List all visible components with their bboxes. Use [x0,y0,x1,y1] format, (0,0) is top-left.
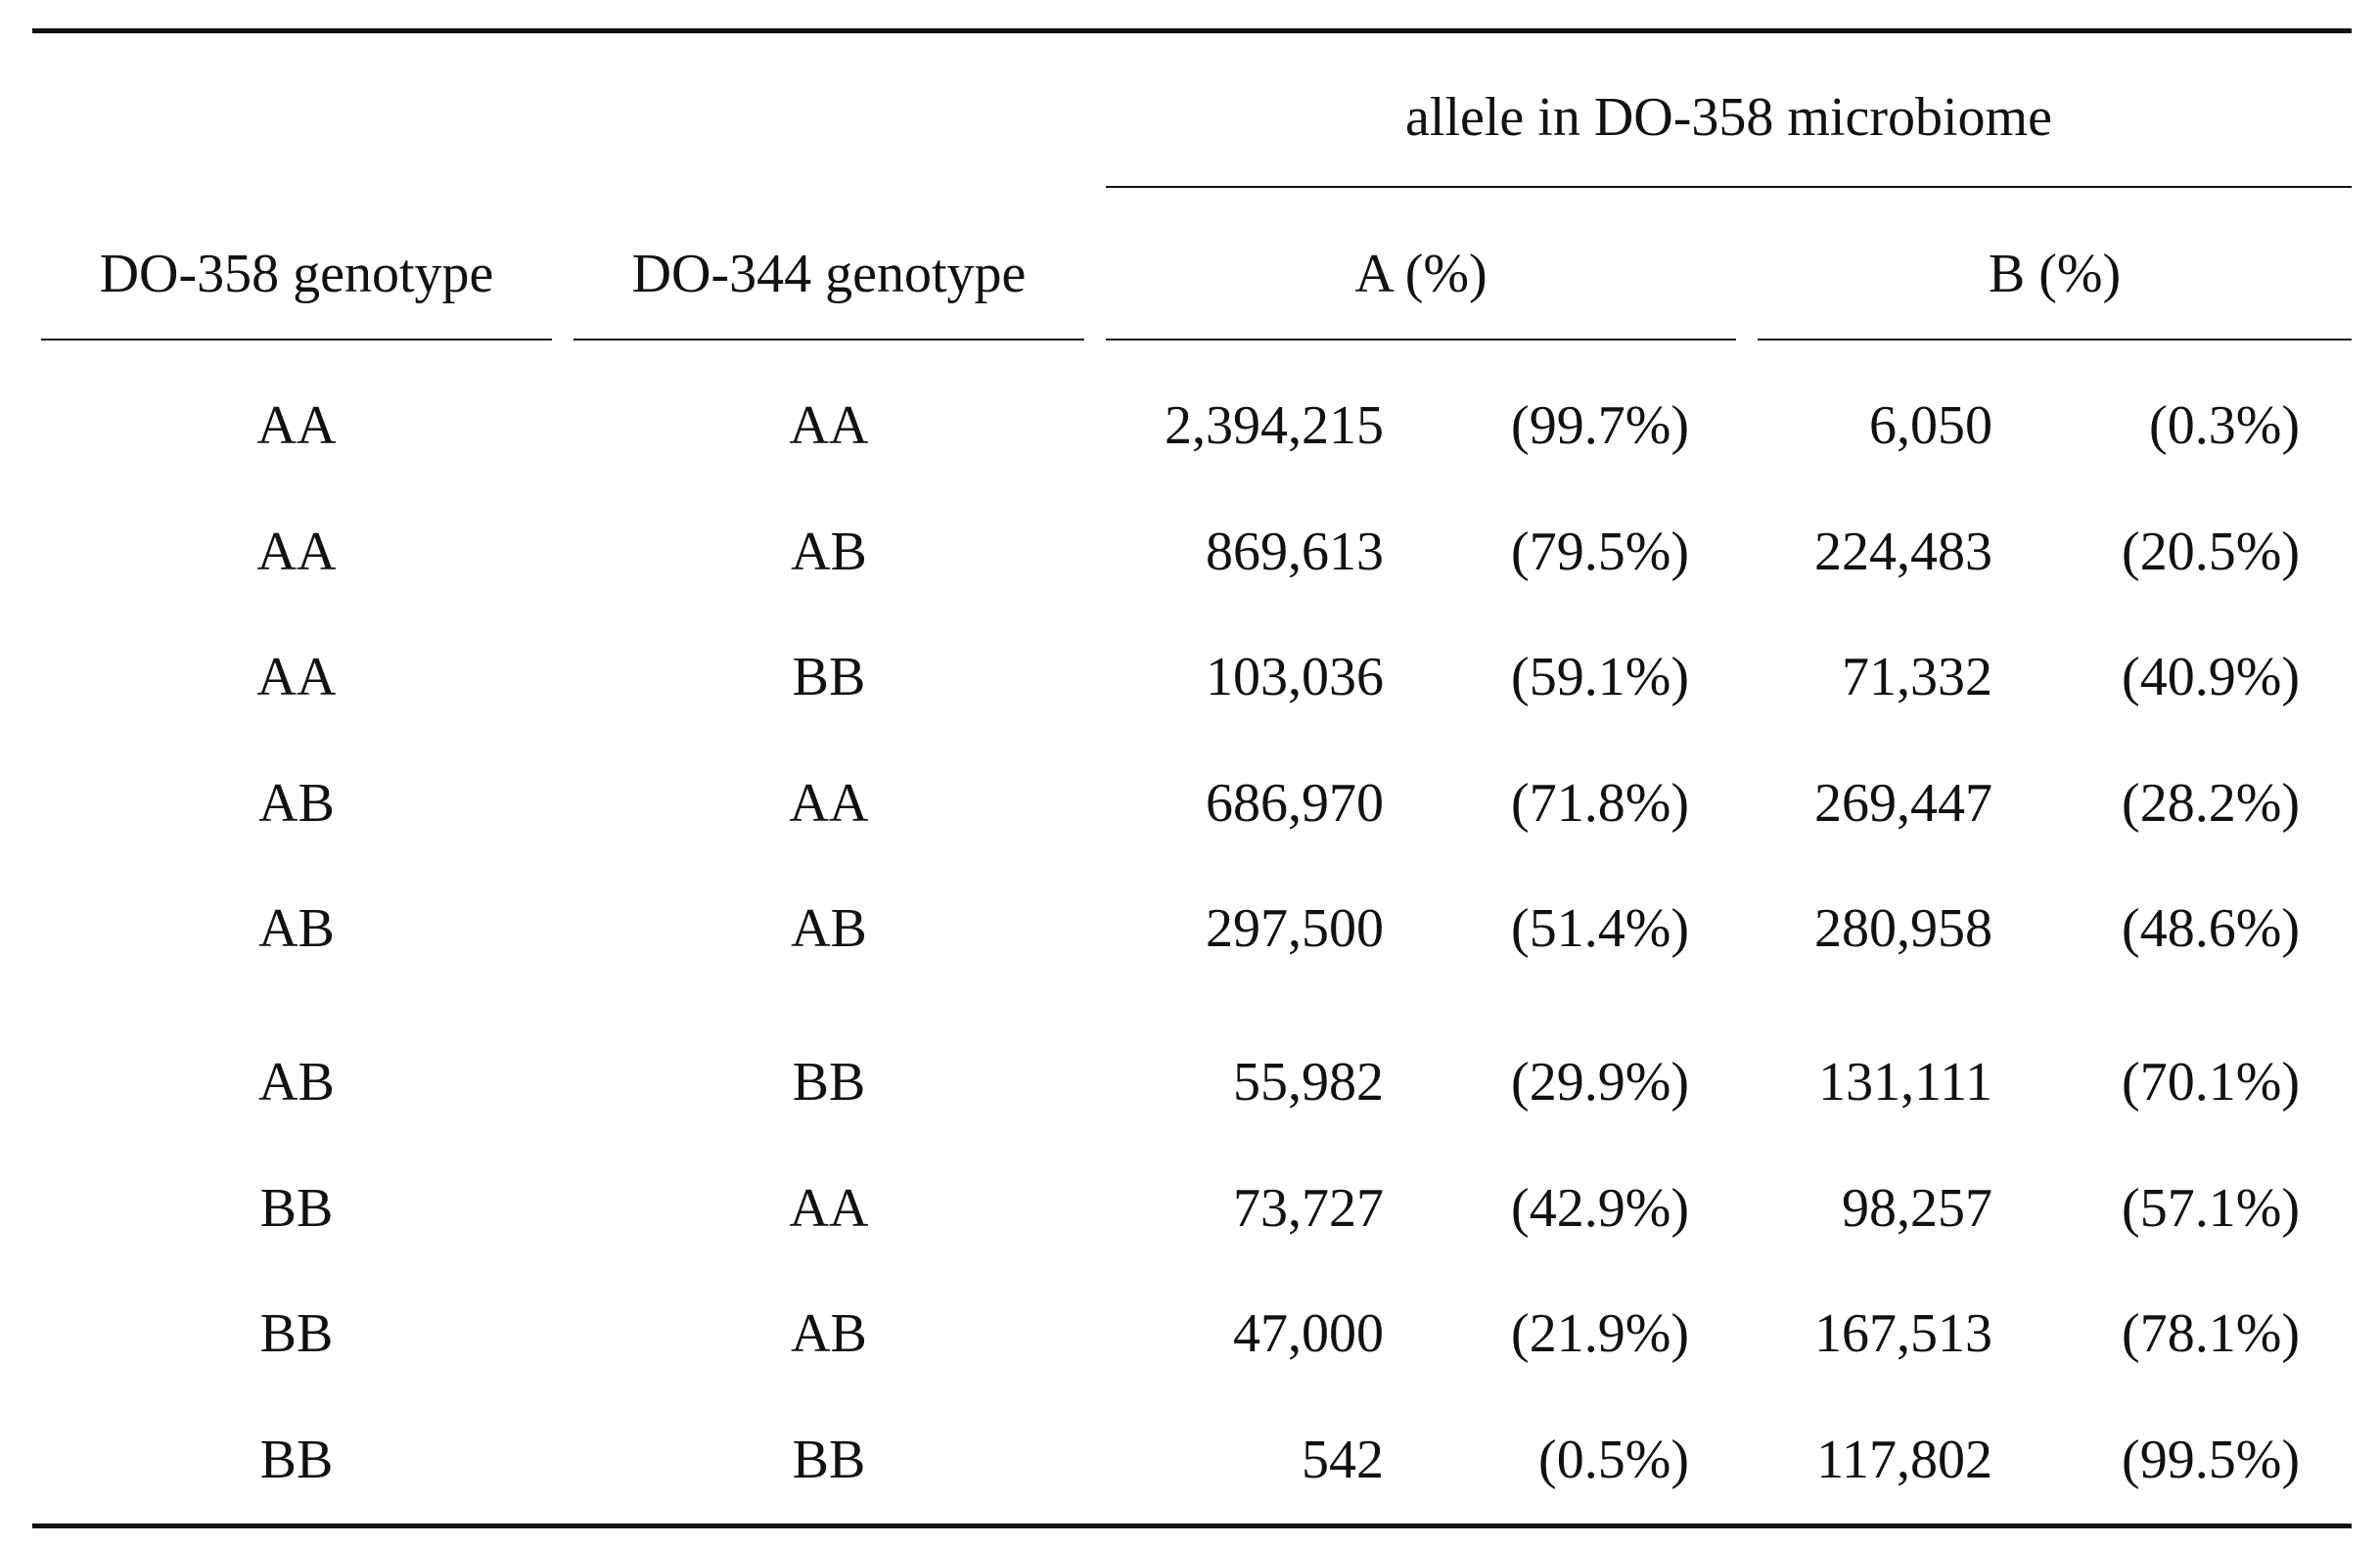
cell-b-count: 71,332 [1842,647,1992,707]
header-b-percent: B (%) [1988,244,2122,304]
cell-a-percent: (0.5%) [1538,1430,1689,1490]
cell-do344-genotype: AA [789,1178,869,1239]
cell-a-percent: (21.9%) [1511,1303,1689,1364]
bottom-rule [32,1523,2352,1528]
top-rule [32,28,2352,33]
cell-do344-genotype: BB [792,1052,866,1113]
allele-span-rule [1106,186,2352,188]
cell-do358-genotype: AA [256,522,337,582]
cell-b-percent: (48.6%) [2122,898,2300,959]
cell-b-percent: (70.1%) [2122,1052,2300,1113]
do344-header-rule [573,339,1084,341]
cell-a-count: 103,036 [1206,647,1384,707]
cell-a-percent: (51.4%) [1511,898,1689,959]
cell-do344-genotype: AB [791,898,867,959]
do358-header-rule [41,339,552,341]
header-do358-genotype: DO-358 genotype [99,244,494,304]
header-do344-genotype: DO-344 genotype [631,244,1027,304]
cell-do344-genotype: AB [791,522,867,582]
cell-do358-genotype: AB [258,1052,335,1113]
cell-do358-genotype: BB [259,1430,334,1490]
cell-b-count: 6,050 [1869,395,1992,456]
header-a-percent: A (%) [1354,244,1488,304]
cell-do344-genotype: AA [789,395,869,456]
cell-a-percent: (42.9%) [1511,1178,1689,1239]
spanning-header: allele in DO-358 microbiome [1405,87,2052,148]
cell-b-percent: (78.1%) [2122,1303,2300,1364]
cell-do358-genotype: AB [258,773,335,834]
cell-b-percent: (57.1%) [2122,1178,2300,1239]
cell-b-percent: (0.3%) [2149,395,2300,456]
cell-b-count: 224,483 [1814,522,1992,582]
cell-a-count: 73,727 [1233,1178,1384,1239]
cell-b-percent: (99.5%) [2122,1430,2300,1490]
cell-a-percent: (29.9%) [1511,1052,1689,1113]
cell-b-percent: (40.9%) [2122,647,2300,707]
cell-do344-genotype: BB [792,1430,866,1490]
cell-a-count: 297,500 [1206,898,1384,959]
cell-do358-genotype: BB [259,1178,334,1239]
cell-a-count: 869,613 [1206,522,1384,582]
cell-a-percent: (71.8%) [1511,773,1689,834]
cell-a-count: 2,394,215 [1165,395,1384,456]
cell-a-percent: (59.1%) [1511,647,1689,707]
cell-b-count: 98,257 [1842,1178,1992,1239]
b-header-rule [1758,339,2352,341]
cell-a-percent: (79.5%) [1511,522,1689,582]
cell-b-count: 280,958 [1814,898,1992,959]
cell-b-count: 117,802 [1816,1430,1992,1490]
cell-a-count: 542 [1302,1430,1384,1490]
cell-b-count: 167,513 [1814,1303,1992,1364]
cell-a-percent: (99.7%) [1511,395,1689,456]
cell-do344-genotype: AB [791,1303,867,1364]
cell-do344-genotype: BB [792,647,866,707]
cell-do358-genotype: AA [256,395,337,456]
cell-a-count: 47,000 [1233,1303,1384,1364]
cell-a-count: 686,970 [1206,773,1384,834]
cell-do358-genotype: AB [258,898,335,959]
a-header-rule [1106,339,1736,341]
cell-b-count: 131,111 [1818,1052,1992,1113]
cell-b-percent: (20.5%) [2122,522,2300,582]
cell-b-percent: (28.2%) [2122,773,2300,834]
cell-do358-genotype: BB [259,1303,334,1364]
cell-b-count: 269,447 [1814,773,1992,834]
cell-do344-genotype: AA [789,773,869,834]
cell-a-count: 55,982 [1233,1052,1384,1113]
cell-do358-genotype: AA [256,647,337,707]
